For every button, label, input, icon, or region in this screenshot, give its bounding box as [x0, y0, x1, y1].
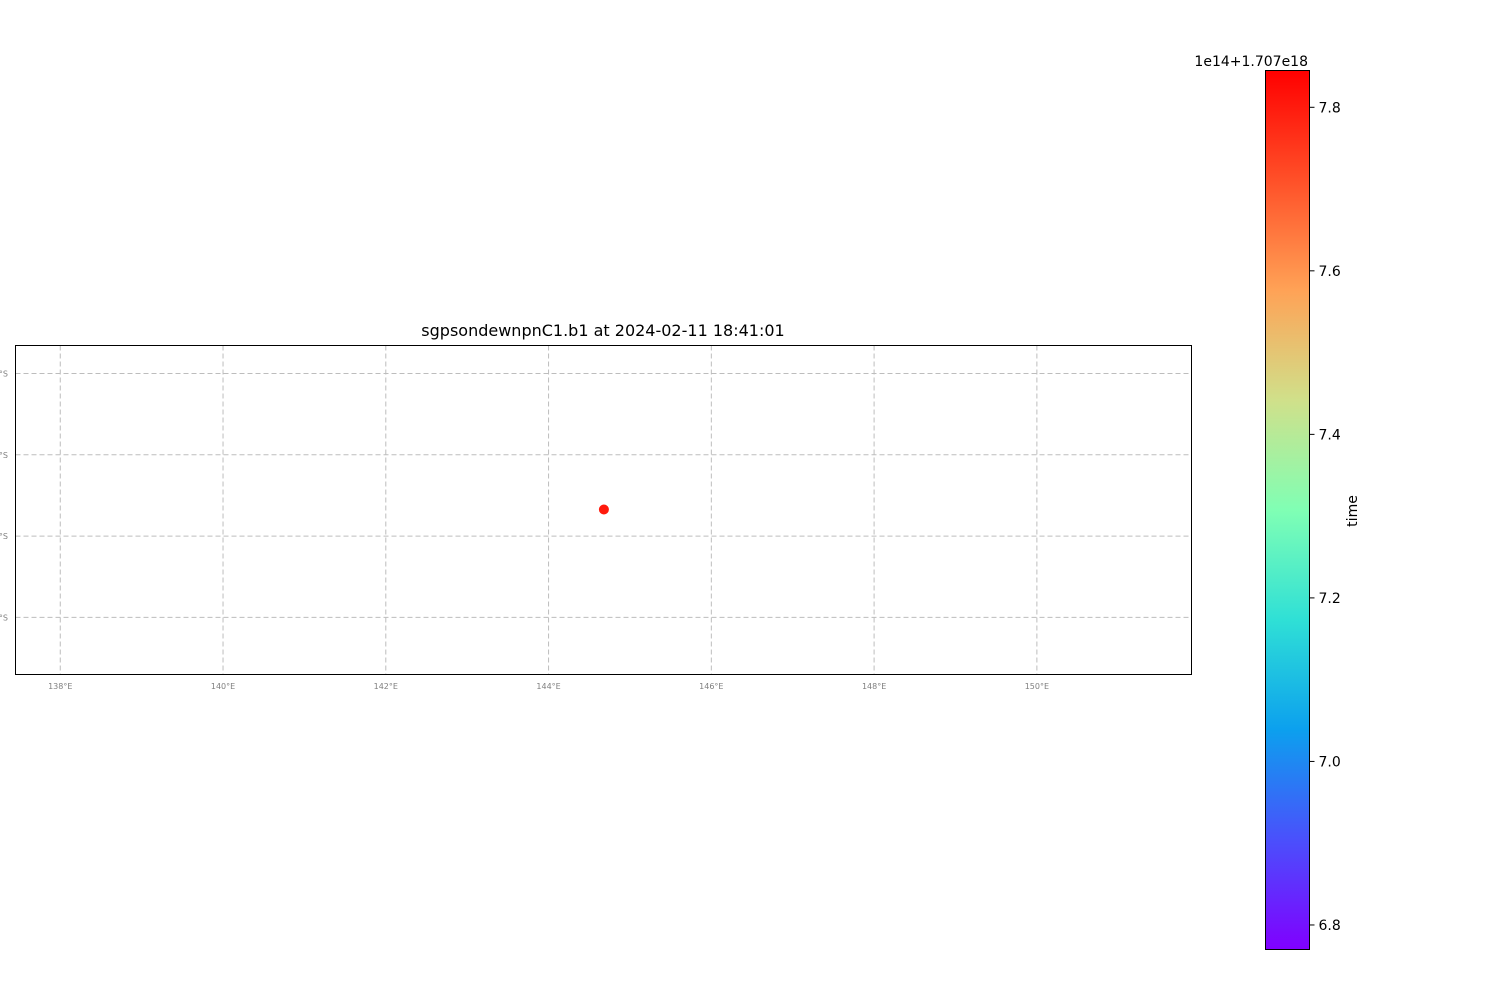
longitude-tick-label: 140°E	[211, 682, 235, 691]
colorbar-tick-label: 7.0	[1319, 754, 1341, 770]
data-points	[598, 504, 609, 515]
latitude-gridlines	[15, 373, 1192, 618]
colorbar-tick-label: 7.4	[1319, 427, 1341, 443]
longitude-tick-label: 144°E	[536, 682, 560, 691]
latitude-tick-label: °S	[0, 451, 8, 460]
colorbar-tick-label: 7.2	[1319, 591, 1341, 607]
longitude-tick-label: 146°E	[699, 682, 723, 691]
longitude-tick-label: 142°E	[374, 682, 398, 691]
latitude-tick-label: °S	[0, 613, 8, 622]
colorbar-gradient	[1265, 70, 1310, 950]
colorbar-tick-label: 6.8	[1319, 918, 1341, 934]
longitude-tick-label: 150°E	[1025, 682, 1049, 691]
colorbar-offset-text: 1e14+1.707e18	[1194, 54, 1308, 70]
chart-title: sgpsondewnpnC1.b1 at 2024-02-11 18:41:01	[421, 321, 784, 340]
colorbar-ticks: 6.8 7.0 7.2 7.4 7.6 7.8	[1309, 100, 1341, 934]
colorbar-tick-label: 7.8	[1319, 100, 1341, 116]
longitude-gridlines	[59, 345, 1038, 675]
colorbar-label: time	[1345, 495, 1361, 527]
latitude-tick-label: °S	[0, 532, 8, 541]
colorbar-tick-label: 7.6	[1319, 264, 1341, 280]
map-frame	[15, 345, 1192, 675]
colorbar: 6.8 7.0 7.2 7.4 7.6 7.8 1e14+1.707e18 time	[1194, 54, 1361, 950]
latitude-labels: °S °S °S °S	[0, 370, 8, 623]
map-axes: 138°E 140°E 142°E 144°E 146°E 148°E 150°E °S°S…	[0, 345, 1192, 691]
data-point	[598, 504, 609, 515]
latitude-tick-label: °S	[0, 370, 8, 379]
longitude-tick-label: 148°E	[862, 682, 886, 691]
longitude-labels: 138°E 140°E 142°E 144°E 146°E 148°E 150°E	[48, 682, 1049, 691]
longitude-tick-label: 138°E	[48, 682, 72, 691]
